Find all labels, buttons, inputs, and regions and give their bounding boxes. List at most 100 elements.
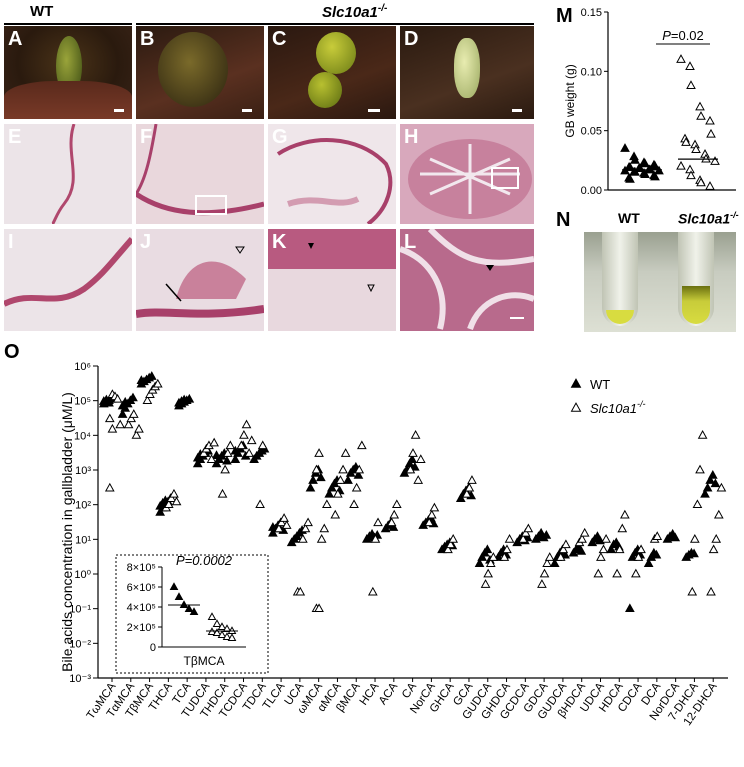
inset-data-point: [207, 612, 217, 621]
gallbladder-shape: [308, 72, 342, 108]
data-point: [115, 419, 126, 429]
data-point: [424, 517, 435, 527]
panel-letter-b: B: [140, 28, 155, 50]
data-point: [560, 549, 570, 559]
data-point: [211, 450, 222, 459]
data-point: [652, 531, 663, 540]
data-point: [410, 429, 421, 439]
data-point: [409, 461, 420, 471]
data-point: [504, 533, 515, 543]
data-point: [576, 546, 587, 555]
data-point: [217, 488, 228, 498]
data-point: [239, 429, 249, 439]
data-point: [146, 371, 157, 380]
y-tick-label: 0.15: [581, 7, 602, 19]
data-point: [131, 429, 142, 439]
y-tick-label: 10⁵: [74, 396, 91, 408]
data-point: [686, 170, 696, 180]
data-point: [241, 419, 252, 429]
data-point: [298, 533, 308, 543]
data-point: [445, 539, 456, 549]
header-ko-sup: -/-: [377, 3, 388, 14]
data-point: [706, 586, 716, 596]
data-point: [577, 533, 587, 543]
p-value-number: =0.02: [671, 28, 704, 43]
data-point: [192, 458, 203, 468]
gallbladder-shape: [454, 38, 480, 98]
data-point: [689, 548, 699, 558]
data-point: [483, 568, 494, 578]
photo-bile-tubes: [584, 232, 736, 332]
data-point: [708, 544, 719, 554]
data-point: [314, 603, 324, 613]
data-point: [710, 478, 721, 488]
x-tick-label: ACA: [377, 681, 401, 708]
data-point: [349, 499, 359, 509]
data-point: [477, 552, 488, 561]
inset-y-tick-label: 4×10⁵: [127, 602, 156, 614]
data-point: [558, 544, 569, 554]
data-point: [274, 523, 284, 533]
legend-marker-ko: [570, 402, 582, 412]
data-point: [455, 493, 466, 502]
y-tick-label: 10¹: [75, 534, 91, 546]
data-point: [351, 482, 362, 492]
panel-letter-c: C: [272, 28, 287, 50]
data-point: [429, 502, 440, 512]
data-point: [482, 544, 493, 554]
data-point: [701, 153, 711, 163]
chart-gb-weight: 0.00 0.05 0.10 0.15 GB weight (g) P=0.02: [563, 7, 736, 197]
data-point: [179, 394, 190, 404]
data-point: [370, 533, 381, 543]
data-point: [330, 509, 341, 519]
tissue-drawing: [51, 124, 76, 224]
panel-letter-f: F: [140, 126, 153, 148]
data-point: [308, 475, 318, 484]
panel-letter-n: N: [556, 209, 571, 231]
data-point: [222, 455, 232, 465]
data-point: [104, 413, 115, 423]
data-point: [549, 558, 560, 567]
inset-p-value: P=0.0002: [176, 553, 233, 568]
data-point: [268, 527, 278, 537]
inset-data-point: [174, 592, 184, 601]
inset-data-point: [184, 604, 194, 613]
data-point: [335, 475, 346, 484]
data-point: [408, 448, 418, 457]
data-point: [555, 552, 566, 561]
x-tick-label: HCA: [358, 681, 382, 708]
inset-data-point: [189, 607, 199, 616]
tissue-drawing: [408, 139, 532, 219]
data-point: [625, 603, 635, 613]
data-point: [314, 448, 324, 457]
data-point: [620, 509, 630, 519]
data-point: [413, 475, 424, 484]
data-point: [633, 552, 644, 561]
data-point: [209, 437, 219, 447]
inset-data-point: [212, 628, 222, 637]
data-point: [255, 499, 265, 509]
data-point: [640, 169, 650, 178]
y-tick-label: 0.05: [581, 126, 602, 138]
data-point: [544, 552, 555, 561]
data-point: [541, 530, 552, 539]
tissue-drawing: [276, 138, 393, 224]
data-point: [303, 517, 313, 527]
data-point: [520, 527, 531, 537]
data-point: [711, 533, 722, 543]
data-point: [354, 464, 365, 474]
data-point: [356, 440, 367, 450]
data-point: [606, 544, 616, 554]
histology-panel-g: G: [268, 124, 396, 224]
data-point: [316, 472, 326, 482]
y-tick-label: 0.10: [581, 66, 602, 78]
data-point: [152, 378, 163, 388]
y-tick-label: 10⁶: [74, 361, 91, 373]
panel-letter-g: G: [272, 126, 288, 148]
photo-panel-a: A: [4, 26, 132, 119]
data-point: [696, 177, 706, 187]
data-point: [518, 533, 528, 543]
legend-marker-wt: [570, 378, 582, 388]
photo-panel-b: B: [136, 26, 264, 119]
data-point: [279, 513, 289, 522]
